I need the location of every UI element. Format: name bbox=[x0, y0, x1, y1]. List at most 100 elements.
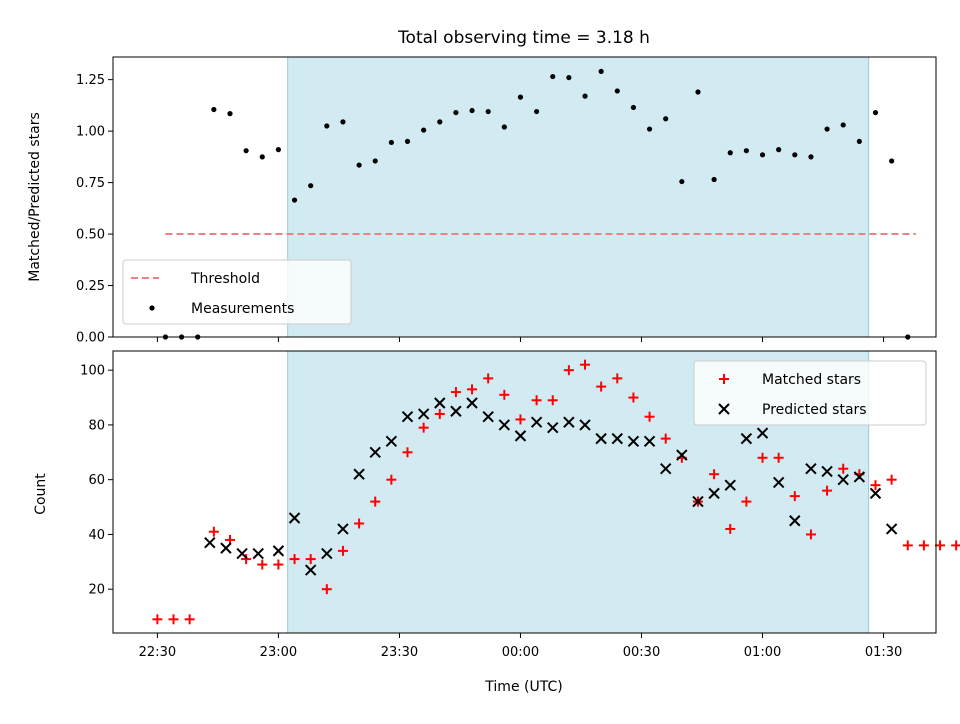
measurement-point bbox=[340, 119, 346, 125]
predicted-point bbox=[482, 411, 494, 423]
y-tick-label: 20 bbox=[88, 583, 105, 598]
legend-box bbox=[122, 259, 352, 325]
predicted-point bbox=[288, 512, 301, 524]
measurement-point bbox=[889, 158, 895, 164]
matched-point bbox=[418, 422, 429, 433]
x-tick-label: 23:00 bbox=[260, 645, 297, 660]
predicted-point bbox=[337, 523, 349, 535]
measurement-point bbox=[324, 123, 330, 129]
plot-frame bbox=[112, 350, 937, 634]
matched-point bbox=[805, 529, 816, 540]
measurement-point bbox=[679, 178, 685, 185]
matched-point bbox=[483, 373, 494, 384]
measurement-point bbox=[792, 152, 798, 158]
matched-point bbox=[902, 540, 913, 551]
matched-point bbox=[289, 554, 300, 565]
y-tick-label: 1.25 bbox=[76, 73, 105, 88]
matched-point bbox=[580, 359, 591, 370]
predicted-point bbox=[724, 479, 736, 491]
x-tick-label: 22:30 bbox=[139, 645, 176, 660]
measurement-point bbox=[517, 94, 524, 100]
predicted-point bbox=[740, 432, 753, 445]
y-tick-label: 0.50 bbox=[76, 228, 105, 243]
predicted-point bbox=[417, 408, 430, 420]
measurement-point bbox=[227, 111, 233, 117]
predicted-point bbox=[466, 397, 478, 409]
observing-window-band bbox=[287, 57, 869, 337]
predicted-point bbox=[434, 397, 446, 409]
predicted-point bbox=[579, 419, 591, 431]
predicted-point bbox=[692, 495, 704, 508]
chart-title: Total observing time = 3.18 h bbox=[397, 28, 650, 48]
measurement-point bbox=[534, 108, 540, 115]
predicted-point bbox=[595, 432, 607, 445]
matched-point bbox=[547, 395, 558, 406]
predicted-point bbox=[304, 564, 317, 576]
predicted-point bbox=[676, 449, 688, 461]
x-axis-label: Time (UTC) bbox=[484, 679, 562, 695]
matched-point bbox=[321, 584, 332, 595]
matched-point bbox=[644, 411, 655, 422]
measurement-point bbox=[646, 126, 653, 132]
legend-threshold-label: Threshold bbox=[190, 271, 260, 287]
predicted-point bbox=[369, 446, 381, 459]
measurement-point bbox=[453, 109, 459, 116]
predicted-point bbox=[869, 487, 882, 500]
measurement-point bbox=[663, 116, 669, 122]
measurement-point bbox=[485, 108, 491, 115]
measurement-point bbox=[437, 119, 443, 125]
upper-panel: 0.00 0.25 0.50 0.75 1.00 1.25 Threshold Measure… bbox=[76, 56, 937, 346]
predicted-point bbox=[450, 405, 462, 417]
predicted-point bbox=[220, 542, 232, 554]
measurement-point bbox=[566, 74, 572, 81]
predicted-point bbox=[514, 430, 527, 442]
matched-point bbox=[515, 414, 526, 425]
measurement-point bbox=[824, 126, 830, 132]
matched-point bbox=[337, 545, 348, 556]
predicted-point bbox=[821, 465, 833, 478]
matched-point bbox=[434, 408, 445, 419]
matched-point bbox=[305, 554, 316, 565]
predicted-point bbox=[789, 515, 801, 527]
measurement-point bbox=[372, 158, 378, 164]
measurement-point bbox=[259, 154, 265, 160]
measurement-point bbox=[550, 73, 556, 80]
x-tick-label: 01:00 bbox=[744, 645, 781, 660]
x-tick-label: 01:30 bbox=[865, 645, 902, 660]
measurement-point bbox=[840, 122, 846, 128]
matched-point bbox=[935, 540, 946, 551]
measurement-point bbox=[695, 89, 701, 95]
measurement-point bbox=[275, 147, 282, 153]
measurement-point bbox=[776, 147, 782, 153]
measurement-point bbox=[211, 106, 217, 113]
plot-frame bbox=[112, 56, 937, 338]
matched-point bbox=[273, 559, 284, 570]
measurement-point bbox=[727, 150, 733, 156]
predicted-point bbox=[321, 547, 333, 560]
measurement-point bbox=[630, 104, 637, 111]
matched-point bbox=[467, 384, 478, 395]
predicted-point bbox=[708, 487, 720, 500]
matched-point bbox=[822, 485, 833, 496]
legend-predicted-label: Predicted stars bbox=[762, 402, 867, 418]
matched-point bbox=[257, 559, 268, 570]
measurement-point bbox=[404, 138, 411, 145]
measurement-point bbox=[856, 138, 862, 145]
predicted-point bbox=[659, 463, 672, 475]
y-tick-label: 0.75 bbox=[76, 176, 105, 191]
upper-y-axis-label: Matched/Predicted stars bbox=[27, 112, 43, 282]
measurement-point bbox=[759, 152, 766, 158]
y-tick-label: 40 bbox=[88, 528, 105, 543]
measurement-point bbox=[711, 176, 717, 183]
measurement-point bbox=[243, 148, 249, 154]
predicted-point bbox=[643, 435, 656, 448]
measurement-point bbox=[598, 68, 604, 75]
matched-point bbox=[531, 395, 542, 406]
matched-point bbox=[757, 452, 768, 463]
lower-panel: 20 40 60 80 100 22:30 23:00 23:30 00:00 00:30 01:0… bbox=[80, 350, 960, 660]
measurement-point bbox=[308, 183, 314, 189]
predicted-point bbox=[272, 545, 285, 557]
predicted-point bbox=[756, 427, 769, 439]
matched-point bbox=[870, 480, 881, 491]
y-tick-label: 0.00 bbox=[76, 331, 105, 346]
